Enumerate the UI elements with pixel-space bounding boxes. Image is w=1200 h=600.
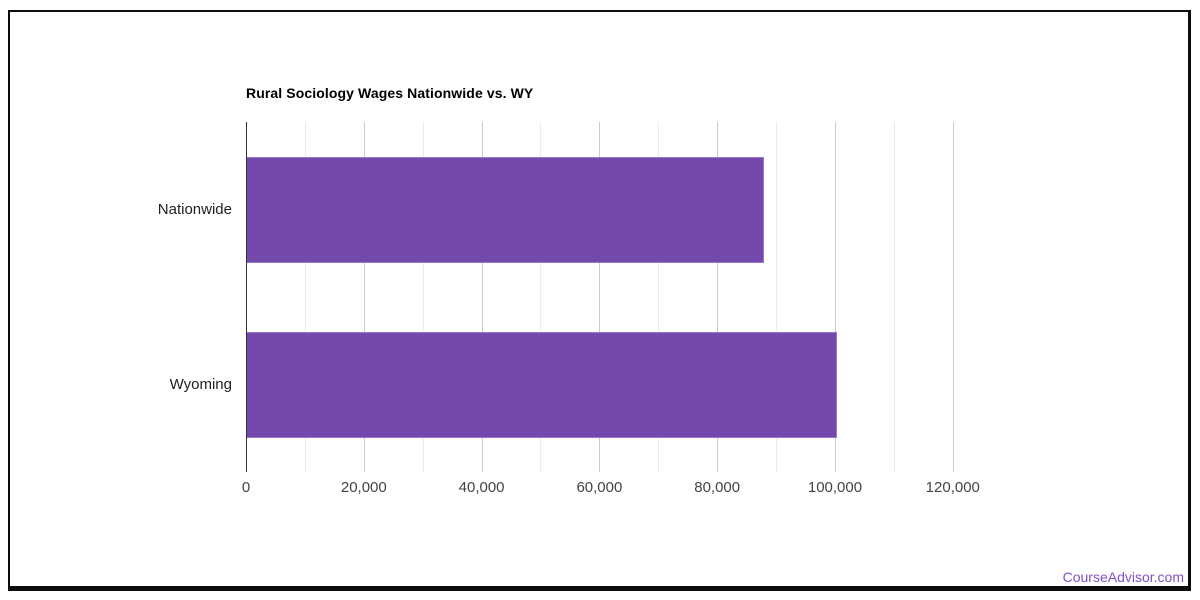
major-gridline <box>717 122 719 472</box>
x-tick-label: 40,000 <box>458 479 505 496</box>
x-axis-tick-labels: 0 20,000 40,000 60,000 80,000 100,000 120,000 <box>242 479 990 499</box>
x-tick-label: 20,000 <box>340 479 387 496</box>
courseadvisor-link[interactable]: CourseAdvisor.com <box>1062 569 1184 585</box>
bar-row <box>246 122 990 297</box>
major-gridline <box>952 122 954 472</box>
minor-gridline <box>304 122 306 472</box>
minor-gridline <box>893 122 895 472</box>
major-gridline <box>599 122 601 472</box>
minor-gridline <box>658 122 660 472</box>
bar-row <box>246 297 990 472</box>
minor-gridline <box>540 122 542 472</box>
x-tick-label: 80,000 <box>694 479 741 496</box>
chart-title: Rural Sociology Wages Nationwide vs. WY <box>246 85 534 101</box>
bar-nationwide[interactable] <box>246 156 765 263</box>
major-gridline <box>481 122 483 472</box>
minor-gridline <box>422 122 424 472</box>
category-label-nationwide: Nationwide <box>157 201 232 218</box>
x-tick-label: 100,000 <box>807 479 863 496</box>
x-tick-label: 120,000 <box>925 479 980 496</box>
x-tick-label: 60,000 <box>576 479 623 496</box>
major-gridline <box>834 122 836 472</box>
bar-wyoming[interactable] <box>246 331 838 438</box>
plot-area <box>246 122 990 472</box>
major-gridline <box>363 122 365 472</box>
category-label-wyoming: Wyoming <box>169 376 232 393</box>
x-tick-label: 0 <box>241 479 251 496</box>
minor-gridline <box>776 122 778 472</box>
y-axis-line <box>246 122 247 472</box>
category-axis: Nationwide Wyoming <box>0 122 234 472</box>
